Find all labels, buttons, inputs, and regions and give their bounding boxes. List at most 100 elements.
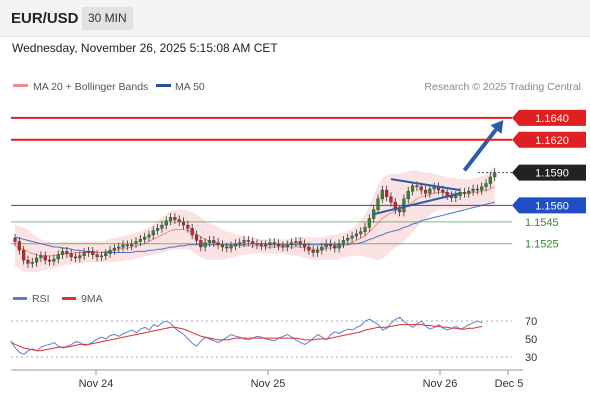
candle-body <box>82 252 86 256</box>
candle-body <box>385 189 389 197</box>
candle-body <box>173 217 177 220</box>
candle-body <box>112 247 116 251</box>
x-tick-label: Dec 5 <box>495 378 524 390</box>
candle-body <box>35 257 39 263</box>
candle-body <box>475 188 479 191</box>
candle-body <box>104 253 108 256</box>
candle-body <box>398 209 402 213</box>
candle-body <box>43 255 47 261</box>
ma20-legend-label: MA 20 + Bollinger Bands <box>33 81 148 93</box>
candle-body <box>22 250 26 261</box>
projection-arrow-head <box>490 120 504 134</box>
candle-body <box>315 250 320 253</box>
candle-body <box>212 240 216 243</box>
level-tag-1.1620 <box>512 131 586 148</box>
candle-body <box>389 196 393 203</box>
candle-body <box>186 224 190 229</box>
ma50-legend-label: MA 50 <box>175 81 205 93</box>
candle-body <box>203 242 207 248</box>
timeframe-badge[interactable]: 30 MIN <box>82 7 133 30</box>
candle-body <box>60 251 65 255</box>
candle-body <box>47 259 52 262</box>
candle-body <box>307 246 311 251</box>
rsi-panel: 70 50 30 <box>10 316 537 364</box>
level-label-1.1640: 1.1640 <box>535 113 569 125</box>
candle-body <box>242 240 246 243</box>
candle-body <box>156 228 160 231</box>
x-tick-label: Nov 26 <box>423 378 458 390</box>
candle-body <box>350 235 354 239</box>
triangle-upper-line <box>390 178 461 192</box>
candle-body <box>281 245 285 248</box>
candle-body <box>30 262 34 264</box>
candle-body <box>39 255 43 259</box>
candle-body <box>13 238 17 242</box>
candle-body <box>65 251 69 254</box>
candle-body <box>138 239 142 242</box>
candle-body <box>462 192 467 194</box>
candle-body <box>419 186 423 191</box>
candle-body <box>78 255 82 259</box>
copyright-label: Research © 2025 Trading Central <box>424 81 581 93</box>
level-tag-1.1640 <box>512 109 586 126</box>
rsi-tick-label: 70 <box>525 316 537 328</box>
candle-body <box>194 234 199 241</box>
candle-body <box>423 189 428 194</box>
level-tag-1.1560 <box>512 197 586 214</box>
candle-body <box>264 244 268 247</box>
level-label-1.1560: 1.1560 <box>535 200 569 212</box>
candle-body <box>151 230 155 236</box>
rsi-tick-label: 30 <box>525 352 537 364</box>
candle-body <box>164 220 168 226</box>
candle-body <box>320 246 324 251</box>
candle-body <box>259 244 263 247</box>
candle-body <box>207 240 212 243</box>
candle-body <box>406 190 410 200</box>
candle-body <box>56 254 60 260</box>
candle-body <box>410 185 415 192</box>
candle-body <box>26 259 30 264</box>
candle-body <box>246 240 250 242</box>
levels-layer: 1.1640 1.1620 1.1590 1.1560 1.1545 1.1525 <box>11 109 586 251</box>
x-axis: Nov 24 Nov 25 Nov 26 Dec 5 <box>79 370 524 390</box>
candle-body <box>337 243 341 249</box>
rsi-ma-line <box>10 324 483 352</box>
level-label-1.1590: 1.1590 <box>535 168 569 180</box>
candle-body <box>229 245 233 249</box>
rsi-legend-swatch <box>13 297 27 300</box>
candle-body <box>493 172 497 178</box>
candle-body <box>108 250 112 254</box>
candle-body <box>225 246 229 249</box>
candle-body <box>125 244 129 247</box>
candle-body <box>333 245 337 249</box>
projection-arrow-shaft <box>462 128 498 172</box>
candle-body <box>354 233 358 237</box>
candle-body <box>285 244 289 248</box>
candle-body <box>311 250 315 253</box>
candle-body <box>99 255 104 258</box>
x-tick-label: Nov 25 <box>251 378 286 390</box>
rsi-ma-legend-swatch <box>62 297 76 300</box>
price-panel <box>13 120 504 273</box>
candle-body <box>471 188 475 192</box>
candle-body <box>73 256 78 259</box>
rsi-ma-legend-label: 9MA <box>81 293 103 305</box>
candle-body <box>294 241 298 243</box>
candle-body <box>467 190 471 194</box>
candle-body <box>117 246 121 249</box>
ma20-line <box>14 186 495 257</box>
candle-body <box>17 241 21 251</box>
candle-body <box>376 198 380 210</box>
level-label-1.1525: 1.1525 <box>525 239 559 251</box>
candle-body <box>190 228 194 236</box>
candle-body <box>488 176 492 184</box>
candle-body <box>359 231 363 235</box>
candle-body <box>454 195 458 198</box>
level-tag-1.1590 <box>512 164 586 181</box>
instrument-title: EUR/USD <box>11 10 79 27</box>
candle-body <box>160 224 164 229</box>
rsi-line <box>10 316 483 355</box>
candle-body <box>147 234 151 238</box>
candle-body <box>346 238 350 241</box>
